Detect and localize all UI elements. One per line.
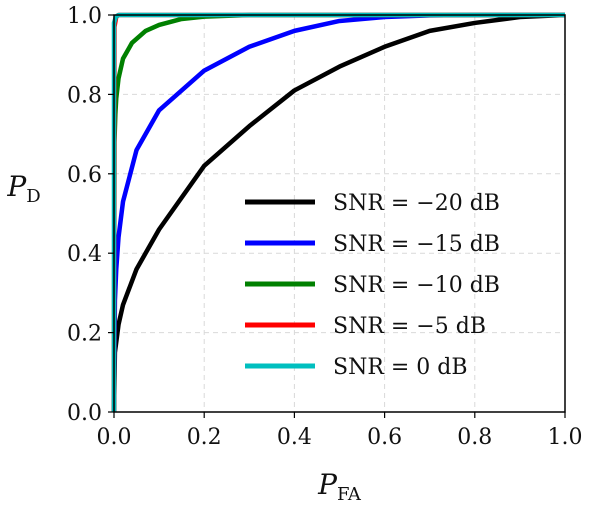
y-tick-label: 0.0 [67, 401, 102, 426]
x-tick-label: 1.0 [548, 425, 583, 450]
y-axis-label-sub: D [26, 186, 40, 207]
y-tick-label: 0.6 [67, 163, 102, 188]
y-tick-label: 0.4 [67, 242, 102, 267]
grid [114, 15, 565, 412]
y-axis-label: PD [6, 170, 40, 207]
x-axis-label: PFA [317, 468, 362, 505]
ticks: 0.0 0.2 0.4 0.6 0.8 1.0 0.0 0.2 0.4 0.6 0.8 1.0 [67, 4, 583, 450]
y-tick-label: 0.2 [67, 322, 102, 347]
legend: SNR = −20 dB SNR = −15 dB SNR = −10 dB SNR … [245, 191, 500, 380]
series-line-0 [111, 12, 566, 413]
x-axis-label-sub: FA [337, 484, 362, 505]
x-tick-label: 0.6 [367, 425, 402, 450]
x-tick-label: 0.4 [277, 425, 312, 450]
y-tick-label: 0.8 [67, 83, 102, 108]
x-axis-label-main: P [317, 468, 338, 501]
legend-label-2: SNR = −10 dB [333, 273, 500, 298]
plot-frame [113, 14, 566, 413]
legend-label-4: SNR = 0 dB [333, 355, 468, 380]
legend-label-1: SNR = −15 dB [333, 232, 500, 257]
y-tick-label: 1.0 [67, 4, 102, 29]
x-tick-label: 0.2 [187, 425, 222, 450]
x-tick-label: 0.8 [457, 425, 492, 450]
x-tick-label: 0.0 [97, 425, 132, 450]
legend-label-3: SNR = −5 dB [333, 314, 486, 339]
legend-label-0: SNR = −20 dB [333, 191, 500, 216]
y-axis-label-main: P [6, 170, 27, 203]
